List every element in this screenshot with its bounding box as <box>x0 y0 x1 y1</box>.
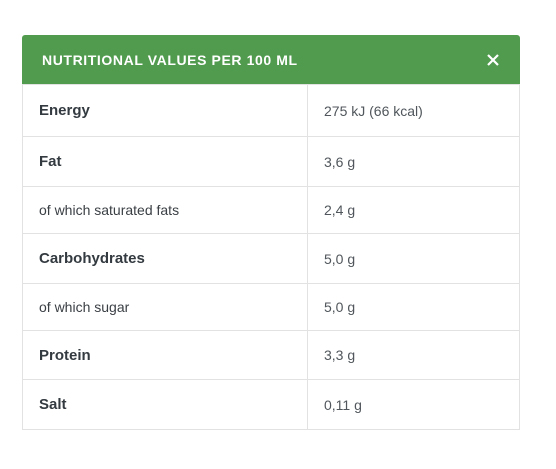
row-value: 275 kJ (66 kcal) <box>307 84 520 137</box>
row-label: Fat <box>22 136 308 187</box>
row-label: Salt <box>22 379 308 430</box>
row-value: 5,0 g <box>307 283 520 331</box>
row-label: Carbohydrates <box>22 233 308 284</box>
close-button[interactable] <box>486 53 500 67</box>
row-label: of which saturated fats <box>22 186 308 234</box>
table-row: Energy 275 kJ (66 kcal) <box>22 84 520 137</box>
table-row: of which sugar 5,0 g <box>22 283 520 331</box>
row-value: 3,3 g <box>307 330 520 380</box>
table-row: of which saturated fats 2,4 g <box>22 186 520 234</box>
table-row: Salt 0,11 g <box>22 379 520 430</box>
table-row: Carbohydrates 5,0 g <box>22 233 520 284</box>
card-header: NUTRITIONAL VALUES PER 100 ML <box>22 35 520 84</box>
row-label: of which sugar <box>22 283 308 331</box>
row-value: 0,11 g <box>307 379 520 430</box>
row-label: Protein <box>22 330 308 380</box>
row-value: 3,6 g <box>307 136 520 187</box>
nutrition-card: NUTRITIONAL VALUES PER 100 ML Energy 275 … <box>22 35 520 430</box>
nutrition-table: Energy 275 kJ (66 kcal) Fat 3,6 g of which s… <box>22 84 520 430</box>
card-title: NUTRITIONAL VALUES PER 100 ML <box>42 51 298 68</box>
row-value: 5,0 g <box>307 233 520 284</box>
row-label: Energy <box>22 84 308 137</box>
table-row: Fat 3,6 g <box>22 136 520 187</box>
row-value: 2,4 g <box>307 186 520 234</box>
table-row: Protein 3,3 g <box>22 330 520 380</box>
